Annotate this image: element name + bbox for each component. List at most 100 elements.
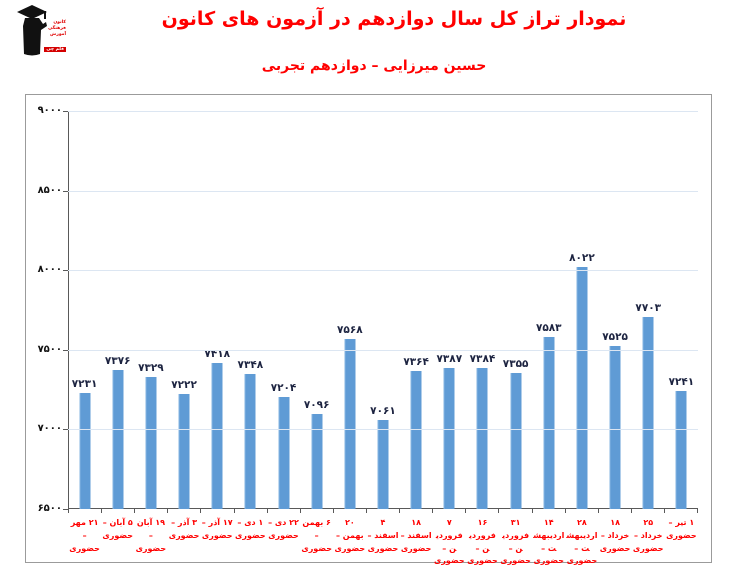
bar-slot: ۷۵۶۸ xyxy=(333,111,366,509)
bar-slot: ۷۵۲۵ xyxy=(599,111,632,509)
category-label: ۶ بهمن – حضوری xyxy=(301,518,332,553)
logo-line: آموزش xyxy=(50,32,66,38)
bar xyxy=(145,377,157,509)
x-axis-tick xyxy=(499,509,533,513)
category-label: ۱۸ خرداد – حضوری xyxy=(599,518,631,553)
bar-slot: ۷۳۶۴ xyxy=(400,111,433,509)
bar-slot: ۷۳۲۹ xyxy=(134,111,167,509)
bar-slot: ۷۲۴۱ xyxy=(665,111,698,509)
bar-value-label: ۷۴۱۸ xyxy=(204,347,231,360)
category-label: ۲۲ دی – حضوری xyxy=(268,518,299,540)
bar-value-label: ۷۳۲۹ xyxy=(138,362,164,375)
bar-slot: ۷۳۷۶ xyxy=(101,111,134,509)
bar-series: ۷۲۳۱ ۷۳۷۶ ۷۳۲۹ ۷۲۲۲ ۷۴۱۸ ۷۳۴۸ ۷۲۰۴ ۷۰۹۶ ۷۵۶۸ ۷۰۶۱… xyxy=(68,111,698,509)
y-axis-label: ۸۵۰۰ xyxy=(37,184,62,196)
gridline xyxy=(68,270,698,272)
category-label: ۷ فروردین – حضوری xyxy=(433,518,465,566)
gridline xyxy=(68,111,698,112)
chart-title: نمودار تراز کل سال دوازدهم در آزمون های … xyxy=(161,8,627,30)
bar-slot: ۷۲۰۴ xyxy=(267,111,300,509)
bar xyxy=(443,367,455,509)
y-axis-tick xyxy=(63,270,68,272)
x-axis-tick xyxy=(301,509,334,513)
bar-value-label: ۷۰۹۶ xyxy=(303,399,330,412)
bar xyxy=(675,391,687,509)
x-axis-tick xyxy=(599,509,632,513)
x-axis-tick xyxy=(566,509,599,513)
bar-slot: ۷۳۴۸ xyxy=(234,111,267,509)
category-label: ۳۱ فروردین – حضوری xyxy=(500,518,531,566)
bar-value-label: ۷۵۲۵ xyxy=(602,330,628,343)
x-axis-tick xyxy=(466,509,500,513)
bar xyxy=(278,396,290,509)
x-axis-tick xyxy=(168,509,202,513)
bar-value-label: ۷۲۲۲ xyxy=(171,379,197,392)
category-labels: ۲۱ مهر – حضوری ۵ آبان – حضوری ۱۹ آبان – حض… xyxy=(68,517,698,568)
bar xyxy=(642,317,654,509)
bar xyxy=(543,336,555,509)
bar-value-label: ۸۰۲۲ xyxy=(569,251,595,264)
bar-value-label: ۷۲۳۱ xyxy=(71,377,98,390)
bar-slot: ۷۵۸۳ xyxy=(532,111,565,509)
bar xyxy=(112,369,124,509)
category-label: ۱ تیر – حضوری xyxy=(666,518,697,540)
logo-line: فرهنگی xyxy=(48,26,66,32)
y-axis-label: ۷۵۰۰ xyxy=(37,343,62,355)
bar-slot: ۷۷۰۳ xyxy=(632,111,665,509)
bar xyxy=(476,368,488,509)
bar xyxy=(410,371,422,509)
x-axis-ticks xyxy=(68,509,699,513)
y-axis-label: ۹۰۰۰ xyxy=(37,105,62,116)
x-axis-tick xyxy=(201,509,235,513)
x-axis-tick xyxy=(533,509,566,513)
x-axis-tick xyxy=(400,509,434,513)
gridline xyxy=(68,349,698,351)
bar-slot: ۷۲۲۲ xyxy=(167,111,200,509)
category-label: ۵ آبان – حضوری xyxy=(102,518,134,540)
bar-slot: ۷۳۵۵ xyxy=(499,111,532,509)
y-axis-tick xyxy=(63,349,68,351)
logo-badge: قلم چی xyxy=(44,47,66,52)
bar-value-label: ۷۳۶۴ xyxy=(403,356,429,369)
bar-value-label: ۷۳۴۸ xyxy=(237,359,264,371)
bar xyxy=(510,372,522,509)
category-label: ۱۸ اسفند – حضوری xyxy=(400,518,432,553)
bar-slot: ۷۲۳۱ xyxy=(68,111,101,509)
bar-value-label: ۷۷۰۳ xyxy=(635,302,662,315)
bar-value-label: ۷۳۷۶ xyxy=(104,354,131,367)
bar-slot: ۷۴۱۸ xyxy=(201,111,234,509)
x-axis-tick xyxy=(665,509,699,513)
x-axis-tick xyxy=(433,509,467,513)
y-axis-tick xyxy=(63,111,68,112)
bar xyxy=(178,394,190,509)
x-axis-tick xyxy=(135,509,169,513)
y-axis-line xyxy=(68,111,69,509)
chart-area: ۷۲۳۱ ۷۳۷۶ ۷۳۲۹ ۷۲۲۲ ۷۴۱۸ ۷۳۴۸ ۷۲۰۴ ۷۰۹۶ ۷۵۶۸ ۷۰۶۱… xyxy=(25,94,712,565)
x-axis-tick xyxy=(367,509,401,513)
y-axis-label: ۸۰۰۰ xyxy=(37,264,62,276)
bar xyxy=(377,419,389,509)
bar-value-label: ۷۵۸۳ xyxy=(535,321,562,334)
category-label: ۱۷ آذر – حضوری xyxy=(201,518,233,540)
bar xyxy=(609,345,621,509)
x-axis-tick xyxy=(102,509,136,513)
bar-value-label: ۷۲۴۱ xyxy=(668,376,695,389)
category-label: ۱۹ آبان – حضوری xyxy=(135,518,167,553)
bar-value-label: ۷۳۵۵ xyxy=(502,357,529,370)
category-label: ۱۶ فروردین – حضوری xyxy=(467,518,498,566)
category-label: ۱ دی – حضوری xyxy=(235,518,266,540)
bar xyxy=(244,374,256,509)
y-axis-tick xyxy=(63,509,68,510)
bar xyxy=(344,338,356,509)
x-axis-tick xyxy=(632,509,665,513)
kanoon-logo: کانون فرهنگی آموزش قلم چی xyxy=(16,4,66,58)
bar xyxy=(211,362,223,509)
category-label: ۲۱ مهر – حضوری xyxy=(69,518,100,553)
graduate-figure-icon xyxy=(17,5,47,56)
gridline xyxy=(68,429,698,431)
bar-slot: ۸۰۲۲ xyxy=(565,111,598,509)
category-label: ۳ آذر – حضوری xyxy=(168,518,200,540)
category-label: ۱۴ اردیبهشت – حضوری xyxy=(533,518,565,566)
bar-slot: ۷۰۹۶ xyxy=(300,111,333,509)
plot-area: ۷۲۳۱ ۷۳۷۶ ۷۳۲۹ ۷۲۲۲ ۷۴۱۸ ۷۳۴۸ ۷۲۰۴ ۷۰۹۶ ۷۵۶۸ ۷۰۶۱… xyxy=(63,111,698,510)
